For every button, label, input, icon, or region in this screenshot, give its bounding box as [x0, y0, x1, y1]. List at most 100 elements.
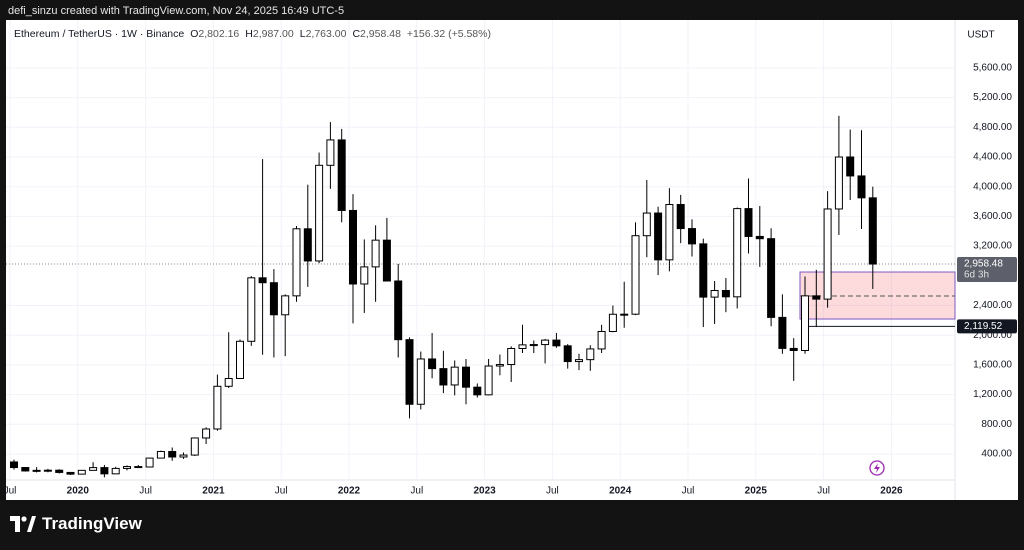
candle-body — [541, 339, 550, 346]
y-tick-label: 5,200.00 — [973, 92, 1012, 103]
candle-body — [371, 239, 380, 268]
candle-body — [507, 347, 516, 366]
candle-body — [529, 344, 538, 347]
ohlc-item: H2,987.00 — [245, 28, 293, 40]
symbol-header: Ethereum / TetherUS · 1W · Binance O2,802… — [14, 28, 491, 40]
x-tick-label: 2021 — [202, 486, 225, 497]
candle-body — [224, 377, 233, 387]
ohlc-value: 2,958.48 — [360, 28, 401, 40]
candle-body — [10, 461, 18, 469]
candle-body — [349, 209, 357, 285]
candle-body — [789, 347, 798, 352]
ohlc-value: 2,802.16 — [198, 28, 240, 40]
x-tick-label: 2023 — [473, 486, 496, 497]
candle-body — [269, 282, 278, 316]
ohlc-value: 2,987.00 — [252, 28, 294, 40]
logo-text: TradingView — [42, 514, 142, 533]
candle-body — [563, 345, 572, 363]
ohlc-item: C2,958.48 — [352, 28, 400, 40]
symbol-title: Ethereum / TetherUS · 1W · Binance — [14, 28, 185, 40]
candle-body — [518, 344, 527, 349]
candle-body — [586, 348, 595, 361]
candle-body — [473, 386, 482, 396]
candle-body — [394, 280, 403, 341]
candle-body — [55, 469, 64, 473]
y-tick-label: 2,400.00 — [973, 300, 1012, 311]
candle-body — [156, 450, 165, 459]
candle-body — [416, 358, 425, 405]
x-tick-label: 2020 — [67, 486, 90, 497]
level-tag — [957, 319, 1017, 334]
axis-unit: USDT — [967, 30, 994, 41]
candle-body — [213, 385, 222, 430]
candle-body — [202, 428, 211, 439]
candle-body — [134, 466, 143, 469]
x-tick-label: Jul — [682, 486, 695, 497]
candle-body — [405, 339, 414, 405]
candle-body — [21, 467, 30, 472]
x-tick-label: 2026 — [880, 486, 903, 497]
candle-body — [462, 366, 470, 388]
candle-body — [428, 358, 437, 370]
y-tick-label: 800.00 — [981, 419, 1012, 430]
level-label: 2,119.52 — [964, 321, 1003, 332]
candle-body — [801, 295, 809, 352]
x-tick-label: Jul — [275, 486, 288, 497]
candle-body — [846, 156, 855, 177]
x-tick-label: Jul — [410, 486, 423, 497]
y-tick-label: 5,600.00 — [973, 63, 1012, 74]
candle-body — [868, 197, 877, 265]
candle-body — [190, 437, 199, 456]
candle-body — [710, 290, 719, 298]
candle-body — [303, 228, 312, 262]
candle-body — [642, 212, 651, 237]
candle-body — [32, 469, 41, 472]
candle-body — [66, 471, 75, 475]
candle-body — [292, 228, 301, 297]
x-tick-label: Jul — [4, 486, 17, 497]
y-tick-label: 4,400.00 — [973, 152, 1012, 163]
ohlc-item: O2,802.16 — [190, 28, 239, 40]
candle-body — [77, 469, 86, 475]
ohlc-key: H — [245, 28, 253, 40]
y-tick-label: 3,600.00 — [973, 211, 1012, 222]
candle-body — [767, 238, 776, 318]
x-tick-label: 2024 — [609, 486, 632, 497]
candle-body — [179, 454, 188, 458]
y-tick-label: 3,200.00 — [973, 241, 1012, 252]
candle-body — [608, 313, 617, 332]
candle-body — [699, 243, 708, 298]
x-tick-label: Jul — [139, 486, 152, 497]
candle-body — [721, 290, 730, 298]
price-change: +156.32 (+5.58%) — [406, 28, 491, 40]
ohlc-item: L2,763.00 — [300, 28, 347, 40]
candle-body — [484, 365, 493, 396]
candle-body — [733, 208, 742, 298]
y-tick-label: 2,000.00 — [973, 330, 1012, 341]
candle-body — [755, 235, 764, 240]
candle-body — [315, 164, 324, 262]
candle-body — [236, 340, 244, 379]
y-tick-label: 1,200.00 — [973, 389, 1012, 400]
candle-body — [168, 450, 177, 458]
candle-body — [620, 313, 629, 316]
x-tick-label: Jul — [546, 486, 559, 497]
y-tick-label: 4,800.00 — [973, 122, 1012, 133]
logo-mark — [10, 516, 36, 532]
candle-body — [495, 364, 504, 367]
x-tick-label: Jul — [817, 486, 830, 497]
candle-body — [326, 139, 335, 166]
candle-body — [360, 266, 369, 285]
candle-body — [552, 339, 561, 347]
candle-body — [43, 469, 52, 472]
candle-body — [688, 228, 696, 245]
ohlc-key: C — [352, 28, 361, 40]
candle-body — [123, 466, 131, 469]
candle-body — [575, 359, 583, 363]
lightning-icon — [869, 460, 885, 476]
x-tick-label: 2025 — [745, 486, 768, 497]
candle-body — [654, 212, 663, 261]
candle-body — [439, 368, 448, 386]
y-tick-label: 4,000.00 — [973, 181, 1012, 192]
candle-body — [778, 316, 787, 349]
